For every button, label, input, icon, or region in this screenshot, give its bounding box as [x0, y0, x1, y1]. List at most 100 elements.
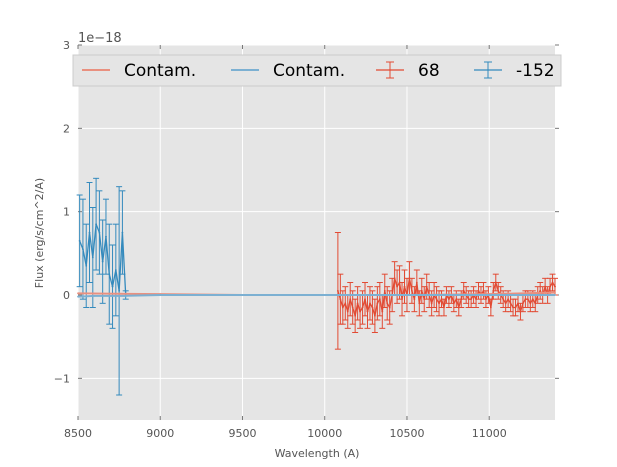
data-point — [455, 298, 458, 301]
data-point — [381, 310, 384, 313]
grid — [77, 44, 555, 420]
legend-label: -152 — [516, 61, 555, 81]
data-point — [339, 298, 342, 301]
data-point — [470, 298, 473, 301]
data-point — [91, 256, 94, 259]
y-tick-label: −1 — [54, 372, 70, 385]
y-axis-label: Flux (erg/s/cm^2/A) — [33, 178, 46, 288]
data-point — [396, 285, 398, 288]
data-point — [95, 223, 97, 226]
data-point — [551, 281, 554, 284]
data-point — [383, 289, 386, 292]
y-tick-label: 3 — [63, 39, 70, 52]
data-point — [373, 314, 376, 317]
data-point — [438, 302, 440, 305]
x-tick-label: 11000 — [472, 427, 507, 440]
data-point — [401, 298, 403, 301]
data-point — [420, 289, 423, 292]
data-point — [443, 306, 445, 309]
data-point — [371, 306, 374, 309]
data-point — [406, 294, 408, 296]
data-point — [462, 289, 465, 292]
data-point — [386, 302, 389, 305]
x-tick-label: 10000 — [307, 427, 342, 440]
data-point — [118, 289, 121, 292]
data-point — [494, 281, 497, 284]
data-point — [502, 298, 505, 301]
data-point — [361, 306, 364, 309]
data-point — [526, 298, 529, 301]
data-point — [522, 302, 524, 305]
data-point — [101, 260, 104, 263]
data-point — [554, 285, 556, 288]
data-point — [507, 298, 510, 301]
data-point — [517, 302, 519, 305]
data-point — [376, 302, 379, 305]
data-point — [497, 289, 500, 292]
data-point — [366, 310, 369, 313]
series-layer — [76, 177, 558, 396]
data-point — [98, 231, 101, 234]
data-point — [82, 248, 84, 251]
data-point — [413, 298, 416, 301]
data-point — [159, 294, 162, 296]
y-tick-label: 2 — [63, 122, 70, 135]
data-point — [356, 302, 359, 305]
data-point — [354, 314, 357, 317]
data-point — [341, 306, 344, 309]
series-3 — [76, 177, 129, 396]
data-point — [411, 289, 413, 292]
data-point — [108, 273, 111, 276]
legend-label: Contam. — [273, 61, 345, 81]
data-point — [529, 302, 532, 305]
data-point — [77, 295, 79, 298]
data-point — [440, 298, 443, 301]
data-point — [492, 289, 495, 292]
data-point — [477, 289, 480, 292]
data-point — [398, 281, 401, 284]
legend-label: Contam. — [124, 61, 196, 81]
data-point — [111, 285, 114, 288]
data-point — [509, 302, 512, 305]
data-point — [482, 289, 485, 292]
series-1 — [77, 294, 556, 298]
data-point — [549, 285, 551, 288]
data-point — [336, 289, 339, 292]
data-point — [524, 298, 527, 301]
data-point — [114, 269, 117, 271]
data-point — [123, 294, 125, 297]
data-point — [93, 294, 96, 297]
axis-ticks: 8500 9000 9500 10000 10500 11000 −1 0 1 2 3 — [54, 39, 559, 440]
data-point — [448, 298, 450, 301]
x-tick-label: 9000 — [146, 427, 174, 440]
legend-label: 68 — [418, 61, 440, 81]
data-point — [534, 302, 537, 305]
data-point — [359, 310, 361, 313]
data-point — [85, 264, 88, 267]
data-point — [554, 291, 556, 294]
data-point — [346, 310, 349, 313]
data-point — [514, 306, 517, 309]
data-point — [78, 239, 81, 242]
data-point — [430, 302, 433, 305]
data-point — [241, 294, 244, 296]
data-point — [457, 306, 460, 309]
data-point — [351, 306, 354, 309]
data-point — [388, 306, 391, 309]
data-point — [393, 277, 396, 280]
data-point — [452, 302, 455, 305]
data-point — [105, 235, 107, 238]
data-point — [344, 302, 347, 305]
x-tick-label: 10500 — [389, 427, 424, 440]
data-point — [408, 277, 411, 280]
x-axis-label: Wavelength (A) — [275, 447, 360, 460]
data-point — [418, 302, 421, 305]
data-point — [519, 310, 522, 313]
data-point — [423, 298, 426, 301]
data-point — [475, 298, 477, 301]
y-tick-label: 1 — [63, 206, 70, 219]
data-point — [88, 231, 91, 234]
data-point — [531, 298, 534, 301]
data-point — [467, 298, 470, 301]
